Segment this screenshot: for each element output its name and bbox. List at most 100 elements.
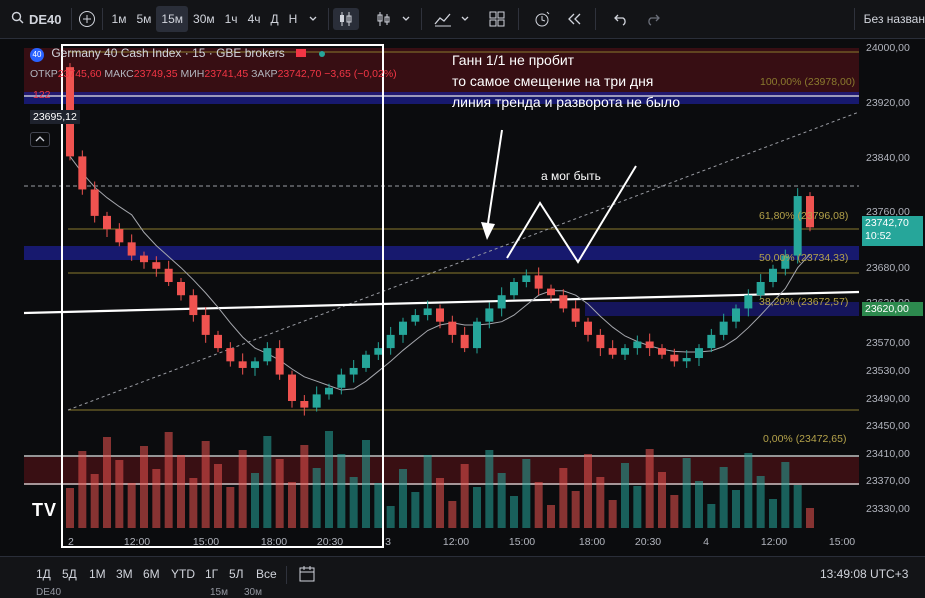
price-axis-tick: 23570,00 [866,337,910,349]
interval-1h[interactable]: 1ч [224,12,238,26]
utc-clock[interactable]: 13:49:08 UTC+3 [820,567,909,581]
volume-bar [66,488,74,528]
indicators-icon[interactable] [432,8,454,30]
replay-icon[interactable] [563,8,585,30]
time-axis-tick: 18:00 [579,536,605,548]
goto-date-icon[interactable] [298,565,316,586]
chart-area[interactable]: 24000,00 23920,00 23840,00 23760,00 23680,00… [0,39,925,556]
candle-down [448,321,457,335]
blue-zone-low [585,302,859,316]
undo-icon[interactable] [610,8,632,30]
candle-up [411,315,420,322]
gann-fan-line [67,111,860,411]
volume-bar [127,483,136,528]
fib-label-50: 50,00% (23734,33) [759,252,849,264]
blue-zone-middle [24,246,859,260]
candle-up [399,321,407,335]
volume-bar [608,500,617,528]
volume-bar [485,450,494,528]
add-symbol-icon[interactable] [76,8,98,30]
volume-bar [362,440,370,528]
time-axis[interactable]: 2 12:00 15:00 18:00 20:30 3 12:00 15:00 18:00 20:… [68,536,855,548]
layout-grid-icon[interactable] [486,8,508,30]
highlight-rectangle[interactable] [61,44,384,548]
annotation-arrow [481,129,503,240]
volume-bar [510,496,518,528]
interval-30m[interactable]: 30м [193,12,215,26]
chevron-up-icon [35,136,45,142]
volume-bar [90,474,99,528]
volume-bar [732,490,740,528]
symbol-search[interactable]: DE40 [6,6,67,32]
range-1m[interactable]: 1М [89,567,106,581]
alert-clock-icon[interactable] [531,8,553,30]
volume-bar [300,445,309,528]
interval-day[interactable]: Д [270,12,279,26]
range-6m[interactable]: 6М [143,567,160,581]
volume-bar [658,472,666,528]
time-axis-tick: 15:00 [829,536,855,548]
divider [853,8,855,30]
footer-tab-15m[interactable]: 15м [210,587,228,598]
time-axis-tick: 15:00 [193,536,219,548]
candle-down [534,275,543,289]
candle-up [473,321,481,349]
candle-up [522,275,531,282]
interval-5m[interactable]: 5м [136,12,152,26]
interval-4h[interactable]: 4ч [247,12,261,26]
divider [101,8,103,30]
fib-label-382: 38,20% (23672,57) [759,296,849,308]
candle-down [238,361,247,368]
volume-bar [349,477,358,528]
range-5y[interactable]: 5Л [229,567,244,581]
footer-tab-symbol[interactable]: DE40 [36,587,62,598]
flag-icon [296,49,307,57]
time-axis-tick: 12:00 [124,536,150,548]
interval-15m[interactable]: 15м [156,6,189,32]
volume-bar [744,453,753,528]
range-5d[interactable]: 5Д [62,567,77,581]
interval-week[interactable]: Н [288,12,298,26]
candle-up [251,361,259,368]
range-ytd[interactable]: YTD [171,567,195,581]
candle-down [460,334,469,349]
candle-down [596,334,605,349]
candle-up [682,358,691,362]
collapse-legend-button[interactable] [30,132,50,147]
interval-1m[interactable]: 1м [111,12,127,26]
chart-legend[interactable]: 40 Germany 40 Cash Index · 15 · GBE brok… [30,46,326,62]
chevron-down-icon[interactable] [395,8,417,30]
footer-tab-30m[interactable]: 30м [244,587,262,598]
volume-bar [756,476,765,528]
layout-name[interactable]: Без назван [863,12,925,26]
open-value: 23745,60 [57,68,102,80]
chevron-down-icon[interactable] [454,8,476,30]
price-axis-tick: 24000,00 [866,42,910,54]
close-label: ЗАКР [251,68,278,80]
volume-bar [645,449,654,528]
volume-bar [670,495,679,528]
price-axis-tick: 23680,00 [866,262,910,274]
price-chart[interactable]: 24000,00 23920,00 23840,00 23760,00 23680,00… [0,39,925,556]
fib-levels [24,51,859,411]
candle-up [497,295,506,309]
candle-down [189,295,198,316]
annotation-line-3: линия тренда и разворота не было [452,94,680,110]
range-all[interactable]: Все [256,567,277,581]
chevron-down-icon[interactable] [302,8,324,30]
bar-chart-style-icon[interactable] [373,8,395,30]
fib-label-618: 61,80% (23796,08) [759,210,849,222]
annotation-zigzag [506,165,637,264]
volume-bar [436,478,444,528]
ohlc-values: ОТКР23745,60 МАКС23749,35 МИН23741,45 ЗА… [30,68,397,80]
candle-down [584,321,592,335]
candles-icon[interactable] [333,8,360,30]
fib-label-100: 100,00% (23978,00) [760,76,856,88]
level-price-tag: 23620,00 [862,302,923,316]
range-1y[interactable]: 1Г [205,567,219,581]
redo-icon[interactable] [642,8,664,30]
range-3m[interactable]: 3М [116,567,133,581]
trend-line[interactable] [23,290,860,315]
fib-label-0: 0,00% (23472,65) [763,433,847,445]
range-1d[interactable]: 1Д [36,567,51,581]
